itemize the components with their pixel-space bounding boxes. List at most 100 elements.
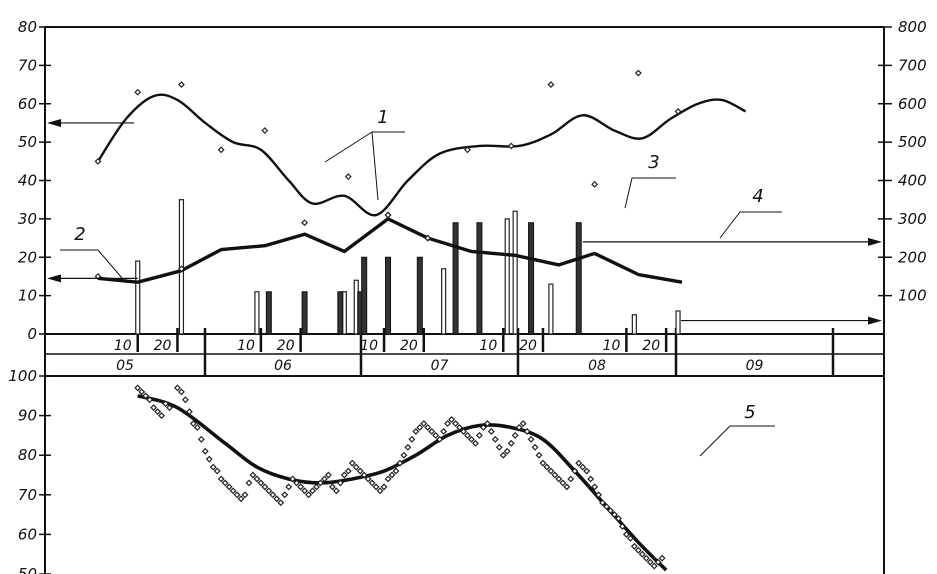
scatter-5-point xyxy=(479,424,487,431)
callout-3-label: 3 xyxy=(648,152,659,173)
scatter-5-point xyxy=(174,384,181,392)
scatter-5-point xyxy=(376,487,384,495)
scatter-5-point xyxy=(428,427,436,435)
right-axis-label: 200 xyxy=(898,248,927,266)
scatter-5-point xyxy=(626,534,634,542)
bottom-axis-label: 80 xyxy=(18,446,37,464)
bar-solid xyxy=(476,222,483,335)
scatter-5-point xyxy=(539,459,547,467)
scatter-2-point xyxy=(384,211,392,219)
scatter-5-point xyxy=(551,471,559,479)
decade-label: 10 xyxy=(360,338,378,354)
scatter-5-point xyxy=(146,396,154,404)
scatter-5-point xyxy=(404,443,412,451)
scatter-5-point xyxy=(583,467,591,475)
month-label: 07 xyxy=(431,358,449,374)
scatter-5-point xyxy=(364,475,372,483)
scatter-5-point xyxy=(440,427,448,435)
scatter-5-point xyxy=(197,435,205,443)
scatter-5-point xyxy=(615,515,622,523)
scatter-5-point xyxy=(201,447,209,455)
scatter-5-point xyxy=(217,475,225,483)
scatter-5-point xyxy=(257,479,265,487)
scatter-5-point xyxy=(185,408,193,416)
callout-5-label: 5 xyxy=(744,402,755,423)
scatter-5-point xyxy=(503,447,511,455)
scatter-2-point xyxy=(301,219,309,227)
callout-3-leader xyxy=(624,177,633,209)
scatter-5-point xyxy=(360,471,368,479)
scatter-5-point xyxy=(229,487,237,495)
month-label: 05 xyxy=(116,358,134,374)
month-label: 06 xyxy=(274,358,292,374)
scatter-5-point xyxy=(297,483,305,491)
bar-solid xyxy=(337,291,344,335)
scatter-5-point xyxy=(527,435,535,443)
scatter-5-point xyxy=(177,388,185,396)
month-label: 09 xyxy=(746,358,764,374)
scatter-2-point xyxy=(94,272,102,280)
series-2-line xyxy=(97,217,683,284)
scatter-5-point xyxy=(324,471,332,479)
scatter-5-point xyxy=(281,491,289,499)
scatter-5-point xyxy=(253,475,261,483)
scatter-5-point xyxy=(531,443,539,451)
scatter-5-point xyxy=(348,459,356,467)
bar-solid xyxy=(528,222,535,335)
scatter-5-point xyxy=(221,479,229,487)
scatter-5-point xyxy=(166,404,173,412)
scatter-5-point xyxy=(138,388,146,396)
scatter-5-point xyxy=(142,392,150,400)
bottom-axis-label: 70 xyxy=(18,486,37,504)
scatter-5-point xyxy=(380,483,388,491)
scatter-1-point xyxy=(261,127,269,135)
scatter-5-point xyxy=(193,424,201,431)
scatter-5-point xyxy=(468,435,475,443)
scatter-5-point xyxy=(475,431,483,439)
scatter-5-point xyxy=(515,424,523,431)
scatter-5-point xyxy=(249,471,257,479)
scatter-5-point xyxy=(209,463,217,471)
decade-label: 10 xyxy=(479,338,497,354)
series-1-line xyxy=(96,93,747,217)
left-axis-label: 20 xyxy=(18,248,37,266)
scatter-5-point xyxy=(384,475,392,483)
callout-2-leader xyxy=(97,249,123,279)
bar-hollow xyxy=(441,268,447,335)
scatter-5-point xyxy=(265,487,273,495)
hollow-axis-arrow xyxy=(868,316,882,325)
scatter-5-point xyxy=(317,479,324,487)
decade-label: 10 xyxy=(603,338,621,354)
bar-solid xyxy=(265,291,272,335)
scatter-1-point xyxy=(634,69,642,77)
month-label: 08 xyxy=(588,358,606,374)
scatter-5-point xyxy=(579,463,587,471)
bar-hollow xyxy=(675,310,681,335)
scatter-5-point xyxy=(158,412,166,420)
scatter-5-point xyxy=(444,420,452,427)
scatter-5-point xyxy=(487,427,495,435)
scatter-5-point xyxy=(313,483,320,491)
scatter-5-point xyxy=(205,455,213,463)
scatter-5-point xyxy=(587,475,595,483)
scatter-5-point xyxy=(189,420,197,427)
scatter-5-point xyxy=(563,483,571,491)
scatter-1-point xyxy=(591,180,599,188)
bar-solid xyxy=(452,222,459,335)
scatter-5-point xyxy=(483,420,491,427)
scatter-5-point xyxy=(452,420,460,427)
scatter-5-point xyxy=(591,483,599,491)
scatter-5-point xyxy=(336,479,344,487)
scatter-5-point xyxy=(448,416,456,424)
bar-solid xyxy=(385,256,392,335)
scatter-1-point xyxy=(217,146,225,154)
scatter-5-point xyxy=(233,491,241,499)
callout-4-leader xyxy=(719,211,741,239)
scatter-5-point xyxy=(225,483,233,491)
scatter-5-point xyxy=(245,479,253,487)
decade-label: 20 xyxy=(154,338,172,354)
scatter-5-point xyxy=(436,435,444,443)
scatter-5-point xyxy=(547,467,555,475)
scatter-5-point xyxy=(424,424,432,431)
bar-hollow xyxy=(504,218,510,335)
